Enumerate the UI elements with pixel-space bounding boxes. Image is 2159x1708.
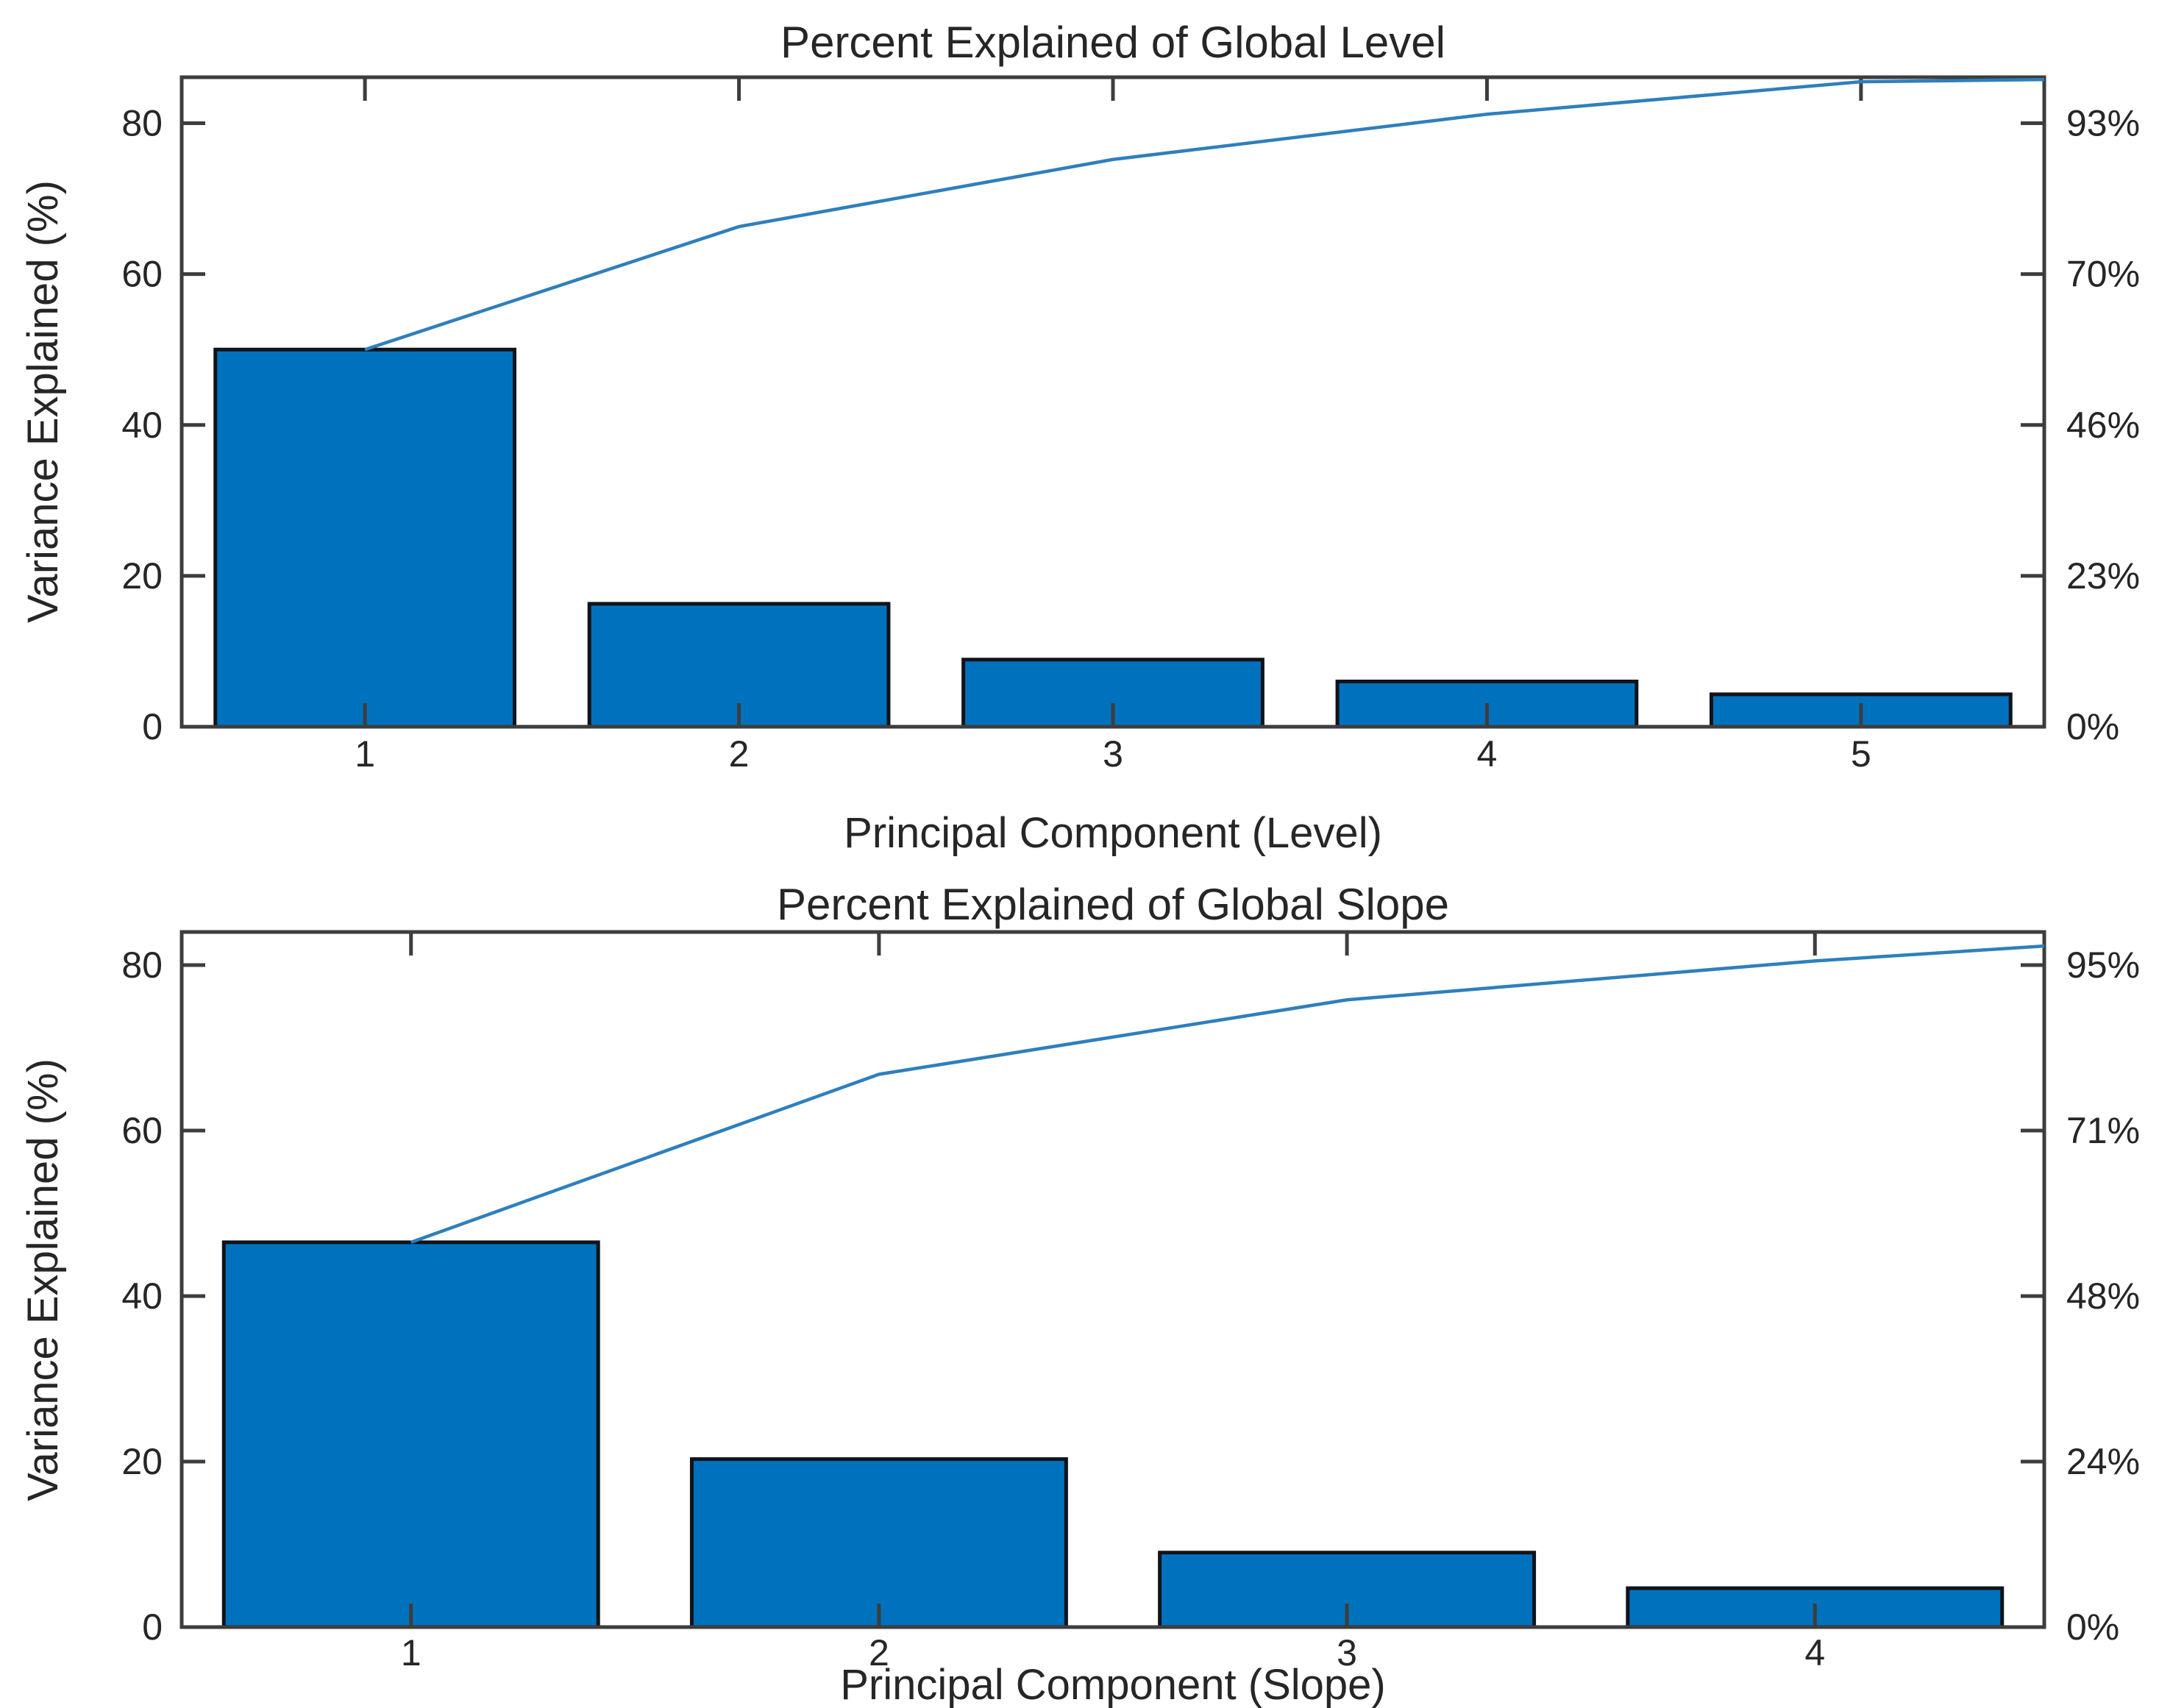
right-tick-label: 48%	[2066, 1275, 2140, 1317]
left-tick-label: 0	[142, 706, 163, 747]
chart2-title: Percent Explained of Global Slope	[777, 880, 1449, 929]
x-tick-label: 1	[355, 733, 375, 775]
chart2-xlabel: Principal Component (Slope)	[840, 1661, 1385, 1708]
chart1-xlabel: Principal Component (Level)	[844, 809, 1382, 857]
x-tick-label: 4	[1804, 1632, 1825, 1673]
plots-group: 0 0%20 23%40 46%60 70%80 93%1 2 3 4 50 0%20 24%40 48…	[121, 75, 2140, 1673]
right-tick-label: 95%	[2066, 944, 2140, 986]
x-tick-label: 1	[401, 1632, 422, 1673]
left-tick-label: 80	[121, 944, 163, 986]
right-tick-label: 24%	[2066, 1441, 2140, 1482]
axes-frame	[179, 930, 2046, 1629]
right-tick-label: 0%	[2066, 706, 2119, 747]
left-tick-label: 60	[121, 1110, 163, 1151]
left-tick-label: 80	[121, 103, 163, 144]
x-tick-label: 2	[869, 1632, 889, 1673]
cumulative-line	[410, 944, 2045, 1244]
bar-pc2	[689, 1457, 1068, 1629]
left-tick-label: 20	[121, 555, 163, 597]
left-tick-label: 40	[121, 1275, 163, 1317]
x-tick-label: 3	[1103, 733, 1123, 775]
right-tick-label: 93%	[2066, 103, 2140, 144]
right-tick-label: 0%	[2066, 1606, 2119, 1648]
right-tick-label: 23%	[2066, 555, 2140, 597]
x-tick-label: 5	[1851, 733, 1871, 775]
cumulative-line	[364, 77, 2045, 352]
left-tick-label: 0	[142, 1606, 163, 1648]
x-tick-label: 4	[1477, 733, 1498, 775]
chart1-title: Percent Explained of Global Level	[780, 18, 1445, 67]
x-tick-label: 2	[729, 733, 750, 775]
left-tick-label: 40	[121, 405, 163, 446]
axes-frame	[179, 75, 2046, 729]
chart2-ylabel: Variance Explained (%)	[19, 1058, 67, 1501]
x-tick-label: 3	[1337, 1632, 1357, 1673]
right-tick-label: 70%	[2066, 254, 2140, 295]
chart-1: 0 0% 20 23% 40 46% 60 70% 80 93% 1 2 3 4 5	[121, 75, 2140, 775]
left-tick-label: 20	[121, 1441, 163, 1482]
chart-2: 0 0% 20 24% 40 48% 60 71% 80 95% 1 2 3 4	[121, 930, 2140, 1673]
chart1-ylabel: Variance Explained (%)	[19, 180, 67, 623]
right-tick-label: 71%	[2066, 1110, 2140, 1151]
left-tick-label: 60	[121, 254, 163, 295]
bar-pc1	[221, 1240, 600, 1629]
right-tick-label: 46%	[2066, 405, 2140, 446]
bar-pc1	[213, 347, 517, 729]
